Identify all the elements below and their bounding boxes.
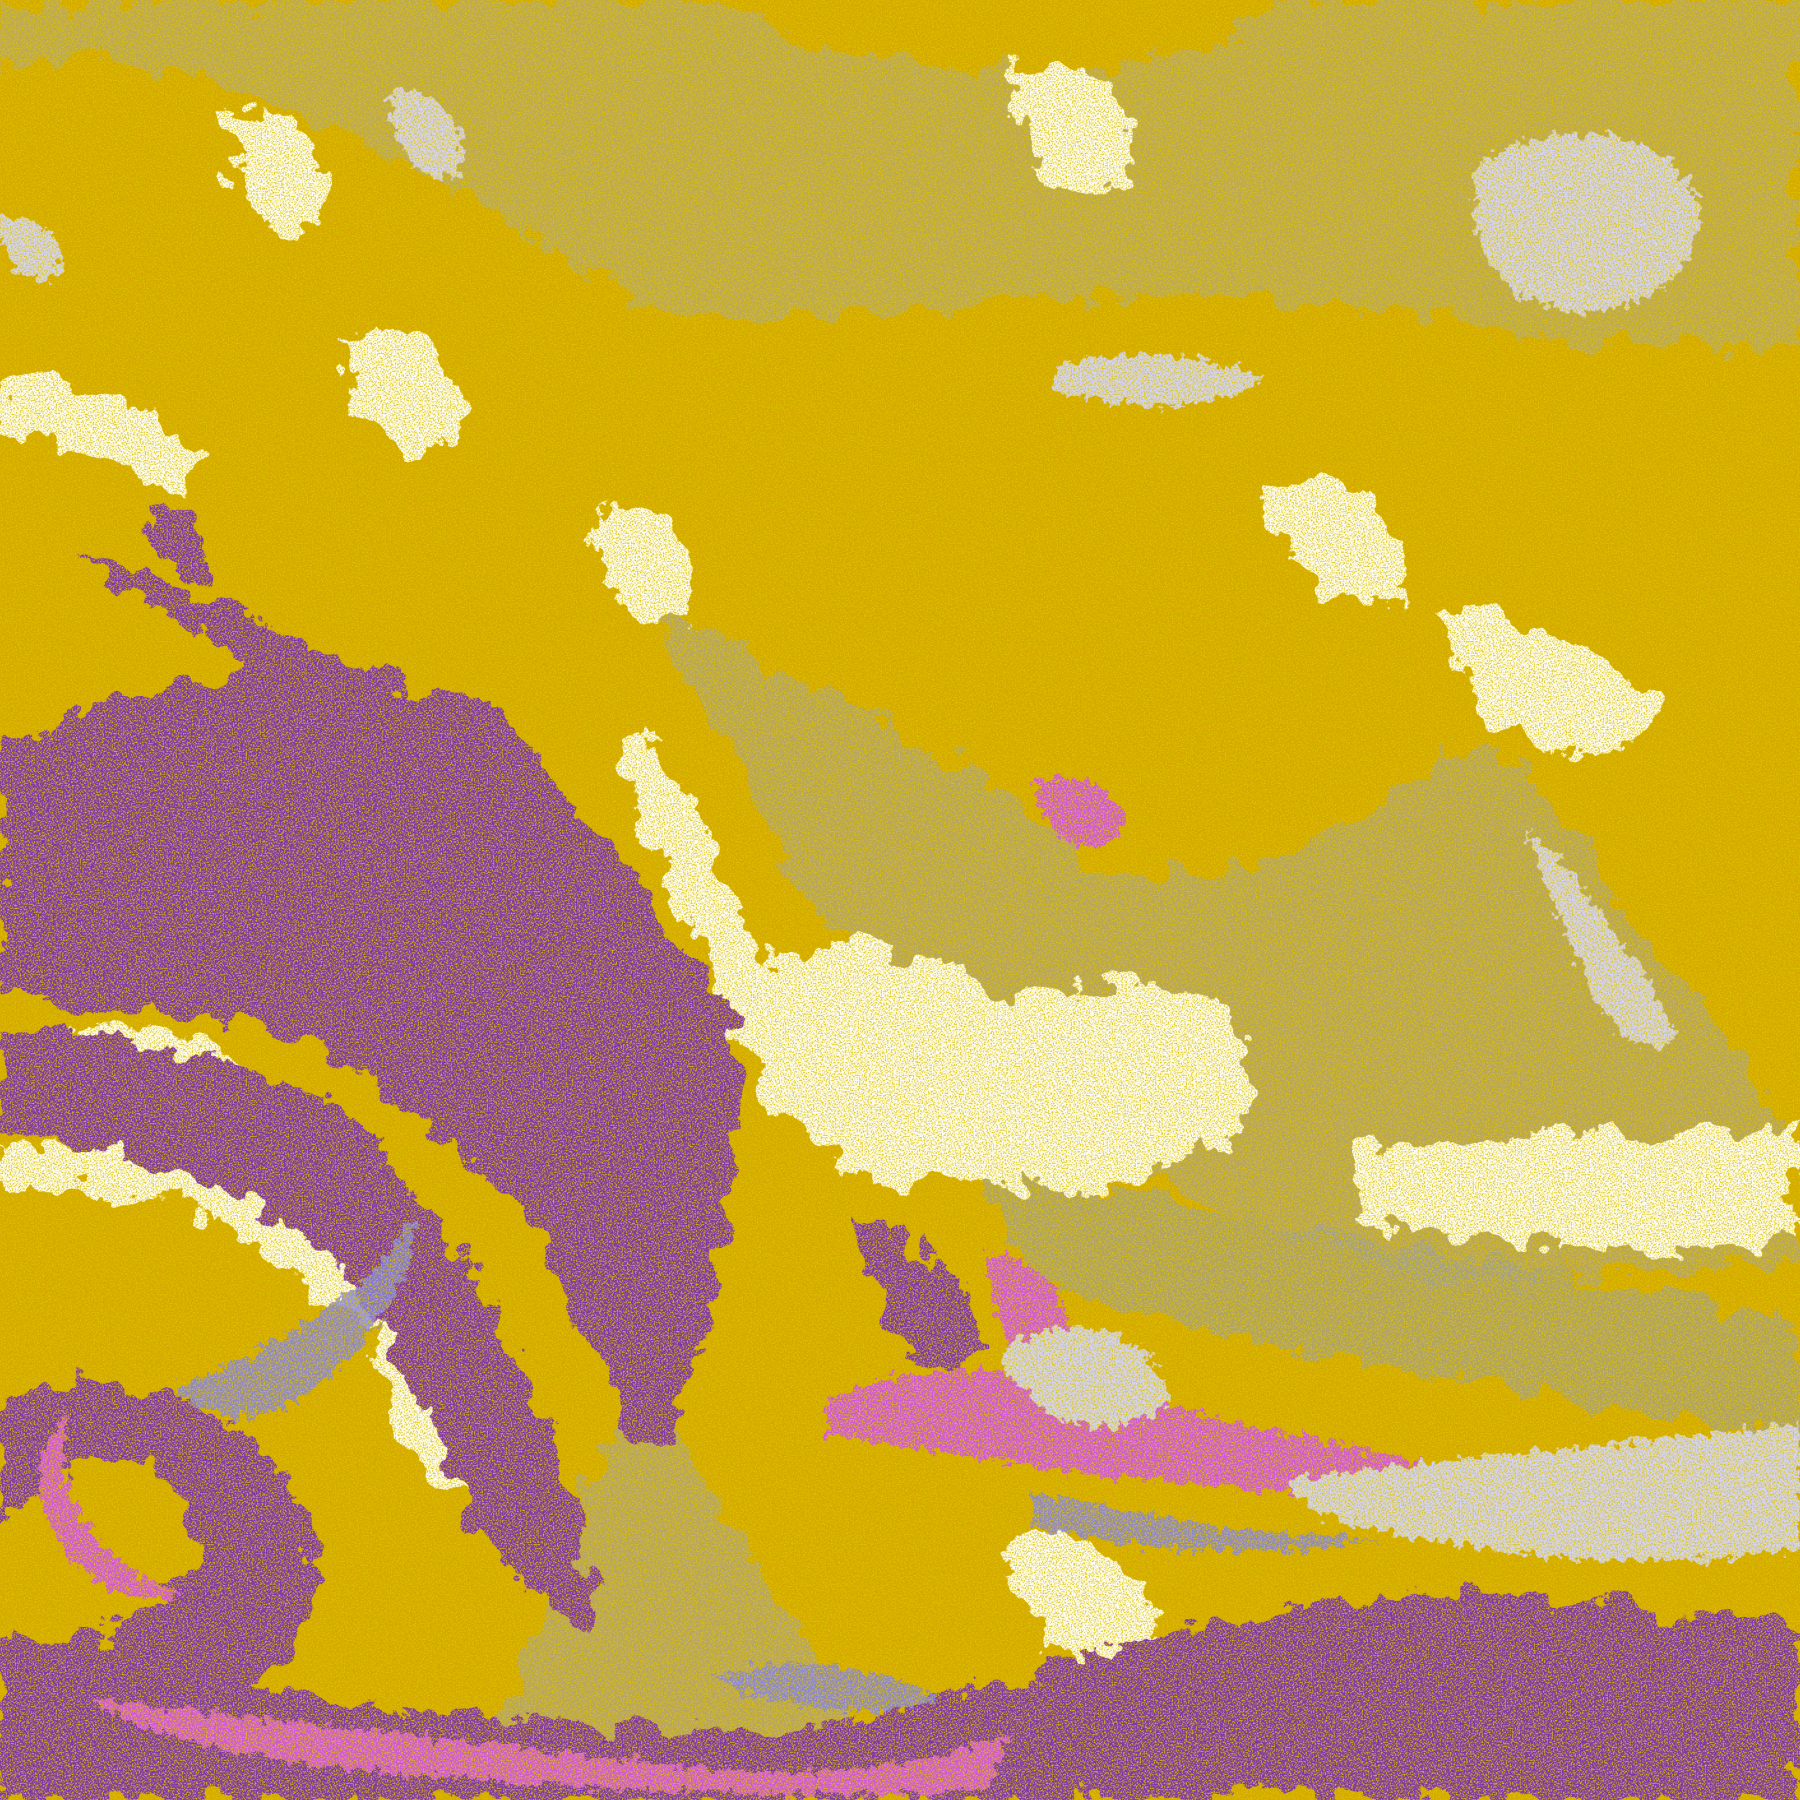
satellite-image [0, 0, 1800, 1800]
texture-speckle [0, 0, 1800, 1800]
